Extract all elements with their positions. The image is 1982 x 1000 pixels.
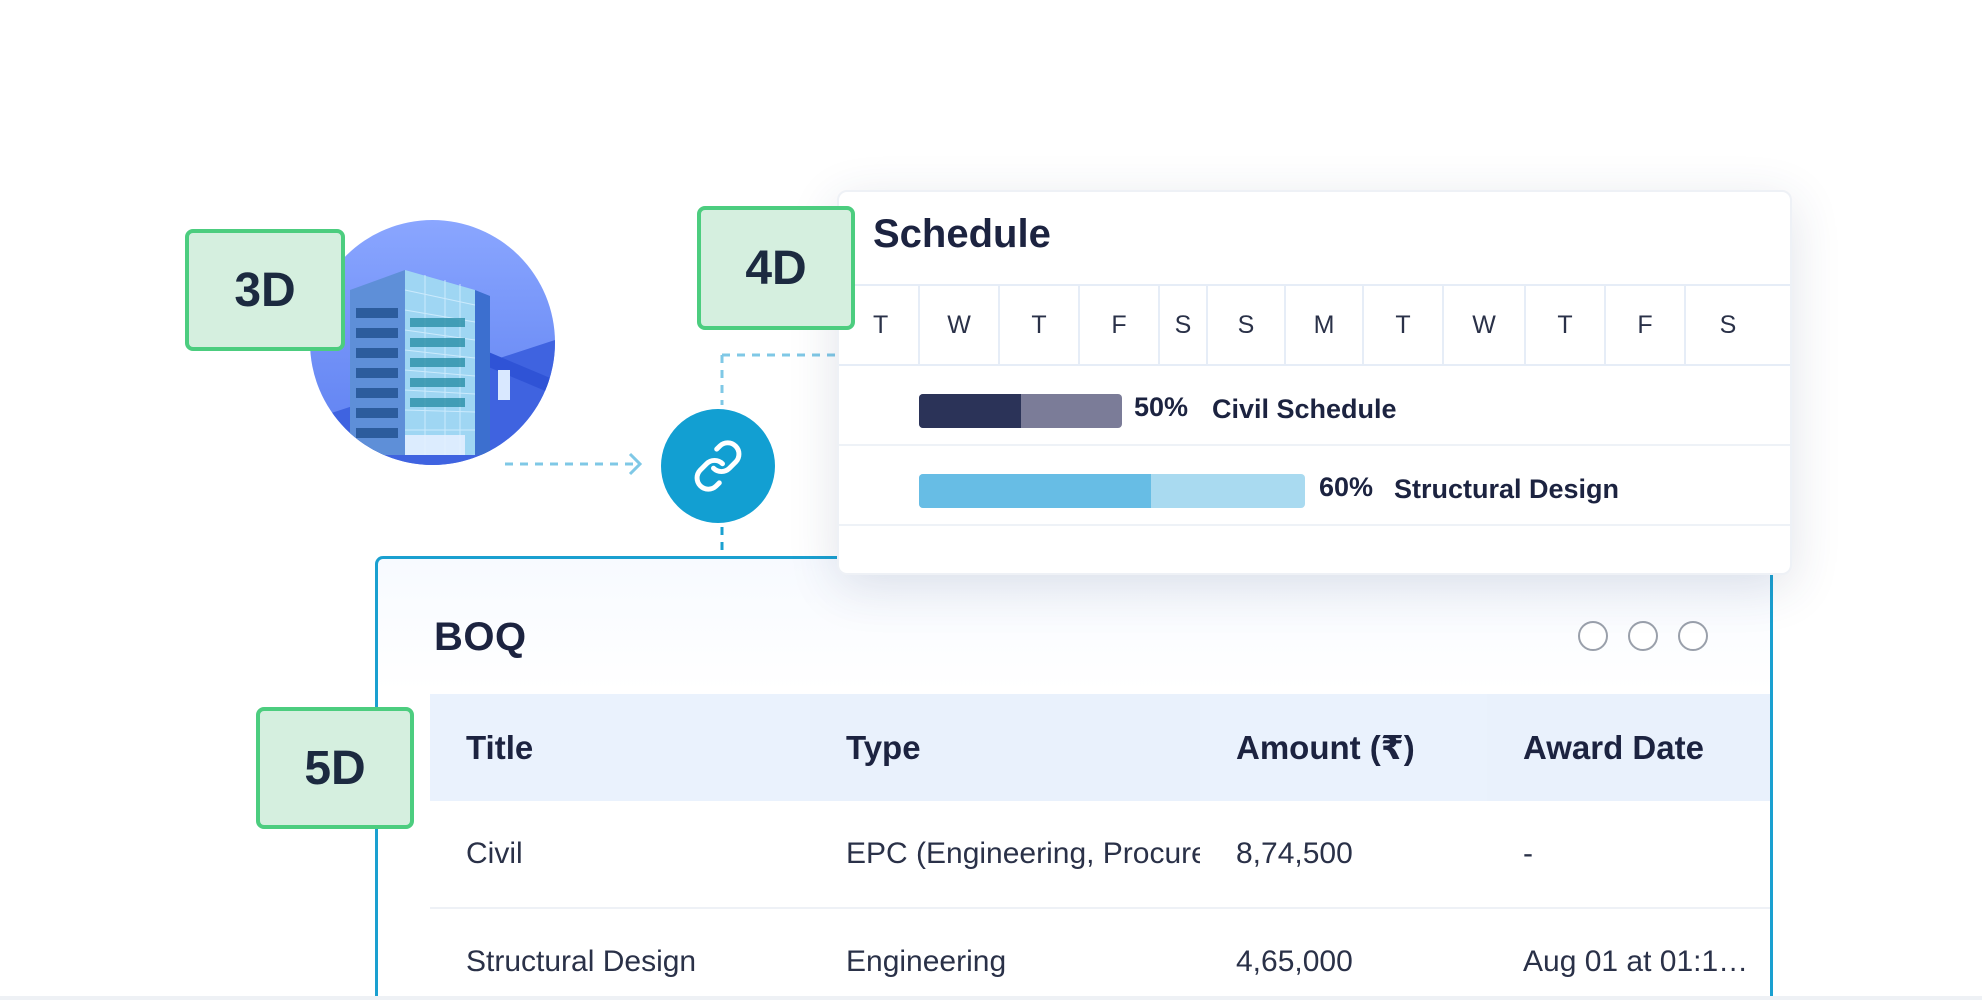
progress-bar-structural — [919, 474, 1305, 508]
badge-5d: 5D — [256, 707, 414, 829]
task-percent: 50% — [1134, 392, 1189, 422]
day-label: T — [1524, 286, 1604, 364]
window-dot-icon[interactable] — [1578, 621, 1608, 651]
day-label: F — [1604, 286, 1684, 364]
day-label: W — [918, 286, 998, 364]
table-header-row: Title Type Amount (₹) Award Date — [430, 694, 1770, 801]
column-header-award-date[interactable]: Award Date — [1487, 694, 1770, 801]
task-name: Civil Schedule — [1212, 394, 1397, 424]
badge-4d-label: 4D — [745, 241, 807, 295]
progress-fill — [919, 394, 1021, 428]
window-controls — [1578, 621, 1708, 651]
schedule-task-row[interactable]: 60% Structural Design — [839, 448, 1790, 526]
task-name: Structural Design — [1394, 474, 1620, 504]
day-label: T — [998, 286, 1078, 364]
cell-award-date: Aug 01 at 01:10 PM — [1487, 908, 1770, 1000]
day-label: S — [1206, 286, 1284, 364]
day-label: S — [1158, 286, 1206, 364]
day-label: S — [1684, 286, 1770, 364]
table-row[interactable]: Structural Design Engineering 4,65,000 A… — [430, 908, 1770, 1000]
day-label: F — [1078, 286, 1158, 364]
day-label: T — [873, 310, 889, 339]
badge-3d: 3D — [185, 229, 345, 351]
day-label: M — [1284, 286, 1362, 364]
cell-award-date: - — [1487, 801, 1770, 909]
day-label: W — [1442, 286, 1524, 364]
task-percent: 60% — [1319, 472, 1374, 502]
badge-5d-label: 5D — [304, 741, 366, 795]
bottom-divider — [0, 996, 1982, 1000]
day-label: T — [1362, 286, 1442, 364]
boq-panel: BOQ Title Type Amount (₹) Award Date Civ… — [375, 556, 1773, 1000]
schedule-task-row[interactable]: 50% Civil Schedule — [839, 368, 1790, 446]
cell-type: EPC (Engineering, Procurement — [810, 801, 1200, 909]
badge-3d-label: 3D — [234, 263, 296, 317]
link-node[interactable] — [661, 409, 775, 523]
cell-title: Structural Design — [430, 908, 810, 1000]
window-dot-icon[interactable] — [1678, 621, 1708, 651]
schedule-day-header: T W T F S S M T W T F S — [839, 284, 1790, 366]
link-icon — [694, 440, 742, 492]
table-row[interactable]: Civil EPC (Engineering, Procurement 8,74… — [430, 801, 1770, 909]
schedule-card: Schedule T W T F S S M T W T F S 50% Civ… — [837, 190, 1792, 575]
cell-amount: 4,65,000 — [1200, 908, 1487, 1000]
column-header-amount[interactable]: Amount (₹) — [1200, 694, 1487, 801]
column-header-title[interactable]: Title — [430, 694, 810, 801]
building-illustration — [310, 220, 555, 465]
boq-title: BOQ — [434, 615, 527, 659]
column-header-type[interactable]: Type — [810, 694, 1200, 801]
window-dot-icon[interactable] — [1628, 621, 1658, 651]
boq-table: Title Type Amount (₹) Award Date Civil E… — [430, 694, 1770, 1000]
cell-title: Civil — [430, 801, 810, 909]
cell-type: Engineering — [810, 908, 1200, 1000]
schedule-title: Schedule — [873, 212, 1051, 256]
badge-4d: 4D — [697, 206, 855, 330]
progress-fill — [919, 474, 1151, 508]
progress-bar-civil — [919, 394, 1122, 428]
cell-amount: 8,74,500 — [1200, 801, 1487, 909]
